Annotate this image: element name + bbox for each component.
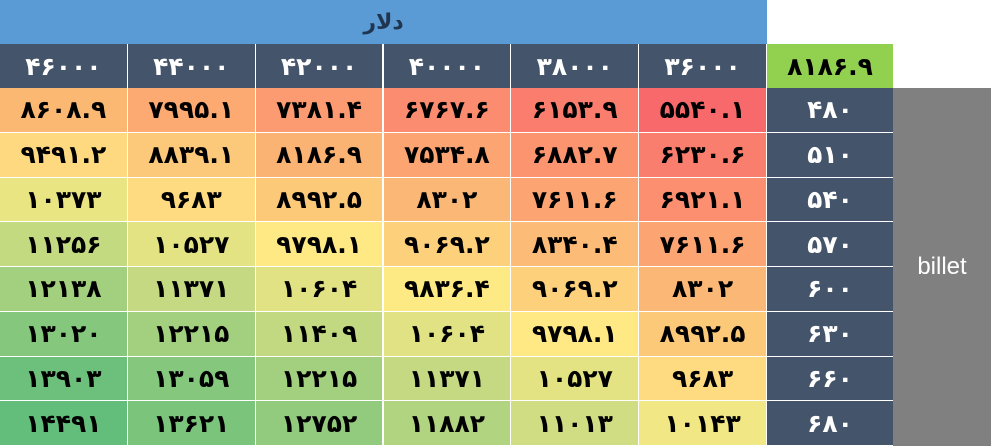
column-header[interactable]: ۳۶۰۰۰ [639,44,767,88]
table-cell[interactable]: ۱۲۱۳۸ [0,267,128,312]
table-cell[interactable]: ۸۳۴۰.۴ [511,222,640,267]
table-cell[interactable]: ۷۵۳۴.۸ [383,132,512,178]
table-cell[interactable]: ۱۱۳۷۱ [383,356,512,402]
table-cell[interactable]: ۱۱۰۱۳ [511,401,640,446]
table-cell[interactable]: ۱۳۰۲۰ [0,311,128,357]
table-cell[interactable]: ۷۹۹۵.۱ [127,88,256,133]
row-header[interactable]: ۶۶۰ [767,356,893,402]
column-header[interactable]: ۴۶۰۰۰ [0,44,128,88]
table-cell[interactable]: ۹۶۸۳ [127,177,256,223]
corner-value-cell[interactable]: ۸۱۸۶.۹ [767,44,893,88]
table-cell[interactable]: ۸۹۹۲.۵ [255,177,384,223]
table-cell[interactable]: ۵۵۴۰.۱ [639,88,767,133]
table-cell[interactable]: ۸۱۸۶.۹ [255,132,384,178]
table-cell[interactable]: ۱۱۴۰۹ [255,311,384,357]
row-header[interactable]: ۵۱۰ [767,132,893,178]
table-cell[interactable]: ۱۳۰۵۹ [127,356,256,402]
table-cell[interactable]: ۱۰۳۷۳ [0,177,128,223]
table-cell[interactable]: ۱۰۶۰۴ [255,267,384,312]
table-cell[interactable]: ۱۱۲۵۶ [0,222,128,267]
row-header[interactable]: ۴۸۰ [767,88,893,133]
table-cell[interactable]: ۱۰۵۲۷ [511,356,640,402]
column-header[interactable]: ۳۸۰۰۰ [511,44,640,88]
column-header[interactable]: ۴۲۰۰۰ [255,44,384,88]
table-cell[interactable]: ۱۱۸۸۲ [383,401,512,446]
table-cell[interactable]: ۹۰۶۹.۲ [511,267,640,312]
table-cell[interactable]: ۸۸۳۹.۱ [127,132,256,178]
table-cell[interactable]: ۹۷۹۸.۱ [255,222,384,267]
row-header[interactable]: ۶۳۰ [767,311,893,357]
table-cell[interactable]: ۸۶۰۸.۹ [0,88,128,133]
table-cell[interactable]: ۱۲۲۱۵ [255,356,384,402]
table-cell[interactable]: ۶۸۸۲.۷ [511,132,640,178]
table-cell[interactable]: ۱۰۶۰۴ [383,311,512,357]
table-cell[interactable]: ۱۲۷۵۲ [255,401,384,446]
table-cell[interactable]: ۱۳۹۰۳ [0,356,128,402]
table-cell[interactable]: ۸۳۰۲ [383,177,512,223]
table-cell[interactable]: ۶۹۲۱.۱ [639,177,767,223]
row-header[interactable]: ۵۷۰ [767,222,893,267]
row-header[interactable]: ۶۸۰ [767,401,893,446]
row-header[interactable]: ۶۰۰ [767,267,893,312]
table-cell[interactable]: ۸۳۰۲ [639,267,767,312]
column-header[interactable]: ۴۰۰۰۰ [383,44,512,88]
table-cell[interactable]: ۸۹۹۲.۵ [639,311,767,357]
table-cell[interactable]: ۱۲۲۱۵ [127,311,256,357]
table-cell[interactable]: ۹۶۸۳ [639,356,767,402]
table-cell[interactable]: ۷۶۱۱.۶ [639,222,767,267]
table-cell[interactable]: ۷۳۸۱.۴ [255,88,384,133]
table-cell[interactable]: ۶۱۵۳.۹ [511,88,640,133]
billet-label: billet [893,88,991,446]
table-cell[interactable]: ۱۳۶۲۱ [127,401,256,446]
column-header[interactable]: ۴۴۰۰۰ [127,44,256,88]
table-cell[interactable]: ۹۴۹۱.۲ [0,132,128,178]
table-cell[interactable]: ۶۷۶۷.۶ [383,88,512,133]
table-cell[interactable]: ۱۰۵۲۷ [127,222,256,267]
currency-header: دلار [0,0,767,44]
table-cell[interactable]: ۷۶۱۱.۶ [511,177,640,223]
table-cell[interactable]: ۹۸۳۶.۴ [383,267,512,312]
row-header[interactable]: ۵۴۰ [767,177,893,223]
table-cell[interactable]: ۹۰۶۹.۲ [383,222,512,267]
table-cell[interactable]: ۱۱۳۷۱ [127,267,256,312]
table-cell[interactable]: ۱۴۴۹۱ [0,401,128,446]
table-cell[interactable]: ۶۲۳۰.۶ [639,132,767,178]
table-cell[interactable]: ۱۰۱۴۳ [639,401,767,446]
table-cell[interactable]: ۹۷۹۸.۱ [511,311,640,357]
